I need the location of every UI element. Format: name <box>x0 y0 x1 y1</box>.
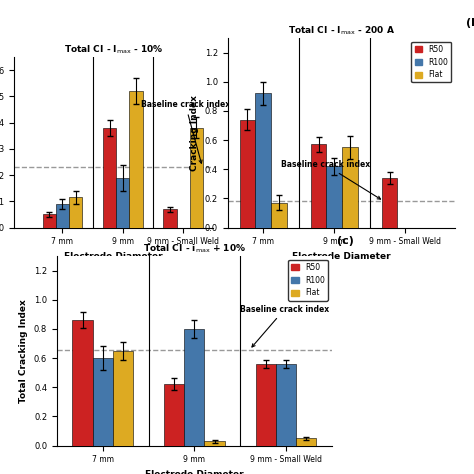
Bar <box>276 364 296 446</box>
Bar <box>255 93 271 228</box>
Bar <box>69 197 82 228</box>
Bar <box>190 128 203 228</box>
X-axis label: Electrode Diameter: Electrode Diameter <box>64 252 163 261</box>
Bar <box>239 119 255 228</box>
Bar <box>164 384 184 446</box>
Bar <box>256 364 276 446</box>
Bar <box>311 145 326 228</box>
Y-axis label: Cracking Index: Cracking Index <box>190 95 199 171</box>
Text: (c): (c) <box>337 237 354 246</box>
Bar <box>326 166 342 228</box>
Title: Total CI - i$_\mathrm{max}$ + 10%: Total CI - i$_\mathrm{max}$ + 10% <box>143 243 246 255</box>
Title: Total CI - I$_\mathrm{max}$ - 10%: Total CI - I$_\mathrm{max}$ - 10% <box>64 44 164 56</box>
Y-axis label: Total Cracking Index: Total Cracking Index <box>19 299 28 402</box>
Bar <box>103 128 116 228</box>
Bar <box>73 320 92 446</box>
Bar <box>56 204 69 228</box>
Text: (a): (a) <box>294 38 312 48</box>
Legend: R50, R100, Flat: R50, R100, Flat <box>411 42 451 82</box>
Bar <box>204 441 225 446</box>
Bar <box>43 214 56 228</box>
Bar <box>116 178 129 228</box>
Title: Total CI - I$_\mathrm{max}$ - 200 A: Total CI - I$_\mathrm{max}$ - 200 A <box>288 25 395 37</box>
X-axis label: Electrode Diameter: Electrode Diameter <box>292 252 391 261</box>
Text: (b): (b) <box>466 18 474 28</box>
Bar <box>163 209 176 228</box>
Bar <box>271 203 286 228</box>
Bar <box>129 91 143 228</box>
X-axis label: Electrode Diameter: Electrode Diameter <box>145 470 244 474</box>
Bar <box>296 438 316 446</box>
Bar <box>382 178 397 228</box>
Legend: R50, R100, Flat: R50, R100, Flat <box>288 260 328 301</box>
Bar <box>342 147 357 228</box>
Bar <box>184 329 204 446</box>
Bar <box>92 358 113 446</box>
Text: Baseline crack index: Baseline crack index <box>141 100 230 163</box>
Text: Baseline crack index: Baseline crack index <box>281 160 381 199</box>
Bar <box>113 351 133 446</box>
Text: Baseline crack index: Baseline crack index <box>240 305 329 347</box>
